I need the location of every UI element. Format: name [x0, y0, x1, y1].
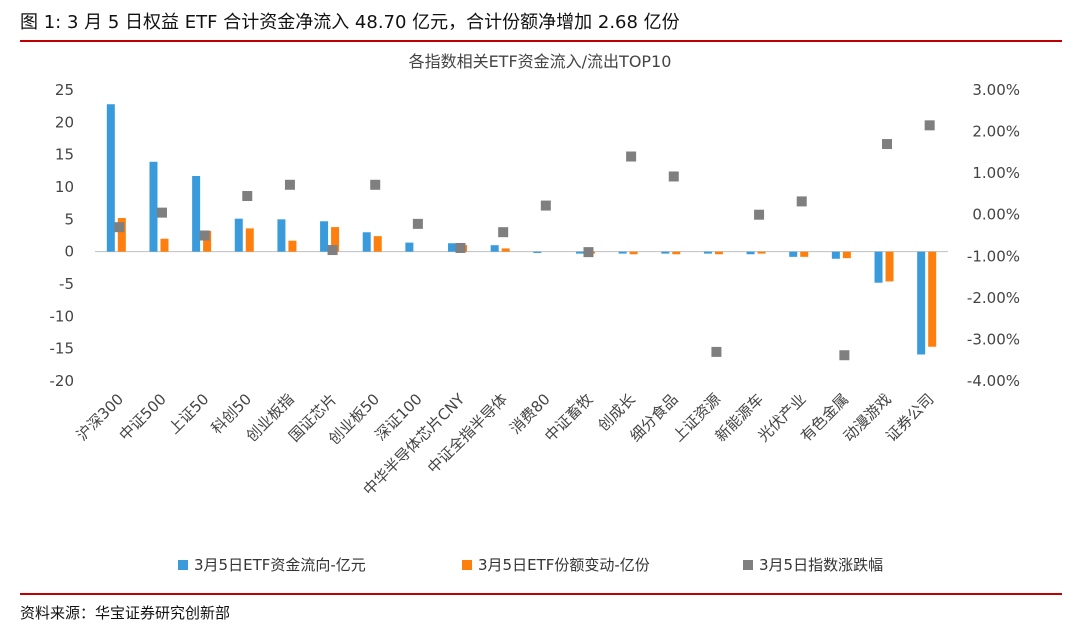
- flow-bar: [703, 251, 712, 254]
- share-bar: [629, 251, 638, 255]
- bars: [106, 104, 937, 355]
- flow-bar: [831, 251, 840, 259]
- share-bar: [501, 248, 510, 252]
- index-change-point: [754, 209, 765, 220]
- right-tick-label: 1.00%: [972, 164, 1020, 182]
- flow-bar: [277, 219, 286, 252]
- share-bar: [842, 251, 851, 259]
- right-tick-label: 0.00%: [972, 206, 1020, 224]
- flow-bar: [917, 251, 926, 355]
- share-bar: [373, 236, 382, 252]
- index-change-point: [839, 350, 850, 361]
- legend-label: 3月5日ETF资金流向-亿元: [194, 556, 366, 574]
- index-change-point: [796, 196, 807, 207]
- index-change-point: [284, 179, 295, 190]
- index-change-point: [199, 230, 210, 241]
- flow-bar: [149, 161, 158, 252]
- share-bar: [800, 251, 809, 257]
- right-tick-label: -1.00%: [967, 247, 1020, 265]
- left-tick-label: -10: [50, 307, 75, 325]
- left-axis: -20 -15 -10 -5 0 5 10 15 20 25: [50, 81, 75, 390]
- share-bar: [928, 251, 937, 347]
- flow-bar: [234, 218, 243, 252]
- flow-bar: [405, 242, 414, 252]
- left-tick-label: -5: [59, 275, 74, 293]
- index-change-point: [626, 151, 637, 162]
- share-bar: [714, 251, 723, 255]
- index-change-point: [114, 222, 125, 233]
- index-change-point: [327, 245, 338, 256]
- legend-swatch: [178, 560, 188, 570]
- left-tick-label: -20: [50, 372, 75, 390]
- share-bar: [160, 238, 169, 252]
- category-label: 中证畜牧: [541, 390, 596, 445]
- points: [114, 120, 935, 361]
- source-note: 资料来源：华宝证券研究创新部: [20, 604, 231, 622]
- index-change-point: [583, 247, 594, 258]
- flow-bar: [490, 245, 499, 252]
- flow-bar: [789, 251, 798, 257]
- flow-bar: [746, 251, 755, 255]
- index-change-point: [498, 227, 509, 238]
- category-labels: 沪深300中证500上证50科创50创业板指国证芯片创业板50深证100中华半导…: [73, 390, 938, 499]
- left-tick-label: 20: [55, 113, 74, 131]
- index-change-point: [711, 346, 722, 357]
- flow-bar: [448, 243, 457, 252]
- index-change-point: [242, 191, 253, 202]
- index-change-point: [924, 120, 935, 131]
- flow-bar: [575, 251, 584, 254]
- left-tick-label: 15: [55, 146, 74, 164]
- share-bar: [117, 218, 126, 252]
- category-label: 上证50: [165, 390, 212, 437]
- right-tick-label: 3.00%: [972, 81, 1020, 99]
- legend: 3月5日ETF资金流向-亿元 3月5日ETF份额变动-亿份 3月5日指数涨跌幅: [178, 556, 883, 574]
- legend-label: 3月5日指数涨跌幅: [759, 556, 883, 574]
- category-label: 中证500: [116, 390, 170, 444]
- flow-bar: [106, 104, 115, 252]
- share-bar: [672, 251, 681, 255]
- share-bar: [245, 228, 254, 252]
- left-tick-label: 10: [55, 178, 74, 196]
- top-rule: [20, 40, 1062, 42]
- flow-bar: [362, 232, 371, 252]
- share-bar: [757, 251, 766, 254]
- category-label: 证券公司: [882, 390, 937, 445]
- index-change-point: [540, 200, 551, 211]
- flow-bar: [618, 251, 627, 254]
- right-tick-label: -4.00%: [967, 372, 1020, 390]
- left-tick-label: 5: [64, 210, 74, 228]
- share-bar: [203, 230, 212, 252]
- share-bar: [885, 251, 894, 282]
- flow-bar: [320, 221, 329, 252]
- flow-bar: [192, 176, 201, 252]
- index-change-point: [370, 179, 381, 190]
- left-tick-label: -15: [50, 340, 75, 358]
- flow-bar: [874, 251, 883, 283]
- right-axis: -4.00% -3.00% -2.00% -1.00% 0.00% 1.00% 2.00% 3…: [967, 81, 1020, 390]
- index-change-point: [455, 242, 466, 253]
- left-tick-label: 25: [55, 81, 74, 99]
- share-bar: [331, 227, 340, 252]
- flow-bar: [533, 251, 542, 253]
- legend-swatch: [743, 560, 753, 570]
- index-change-point: [668, 171, 679, 182]
- index-change-point: [882, 139, 893, 150]
- index-change-point: [156, 207, 167, 218]
- chart-title: 各指数相关ETF资金流入/流出TOP10: [409, 52, 672, 71]
- flow-bar: [661, 251, 670, 254]
- right-tick-label: -2.00%: [967, 289, 1020, 307]
- figure-caption: 图 1: 3 月 5 日权益 ETF 合计资金净流入 48.70 亿元，合计份额…: [20, 12, 680, 33]
- left-tick-label: 0: [64, 243, 74, 261]
- legend-swatch: [462, 560, 472, 570]
- right-tick-label: 2.00%: [972, 123, 1020, 141]
- bottom-rule: [20, 593, 1062, 595]
- right-tick-label: -3.00%: [967, 330, 1020, 348]
- legend-label: 3月5日ETF份额变动-亿份: [478, 556, 650, 574]
- share-bar: [288, 240, 297, 252]
- index-change-point: [412, 218, 423, 229]
